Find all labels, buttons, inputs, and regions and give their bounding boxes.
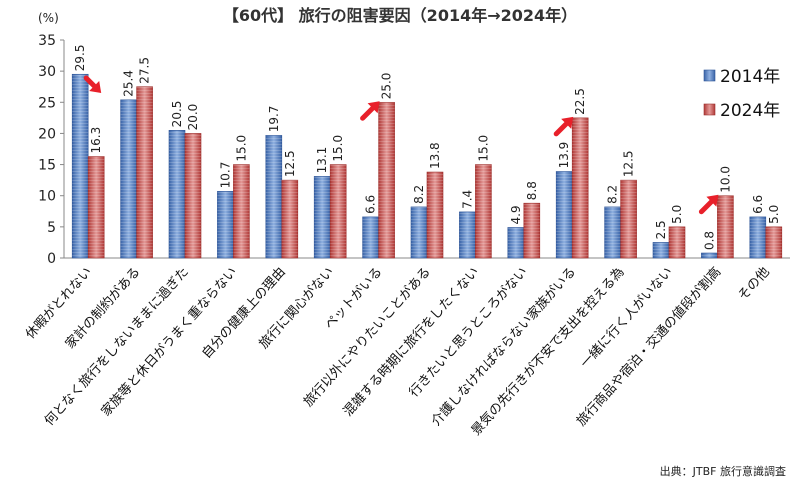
- arrow-shaft: [698, 198, 715, 215]
- data-label: 25.0: [380, 73, 394, 100]
- bar-texture: [475, 164, 492, 258]
- data-label: 5.0: [670, 205, 684, 224]
- bar-texture: [556, 171, 573, 258]
- bar-texture: [669, 226, 685, 258]
- data-label: 4.9: [509, 205, 523, 224]
- bar-texture: [88, 156, 105, 258]
- data-label: 6.6: [751, 195, 765, 214]
- data-label: 10.0: [718, 166, 732, 193]
- bar-texture: [217, 191, 234, 258]
- y-tick-label: 25: [38, 95, 56, 111]
- y-tick-label: 10: [38, 189, 56, 205]
- data-label: 19.7: [267, 106, 281, 133]
- data-label: 20.5: [170, 101, 184, 128]
- arrow-head: [706, 194, 719, 207]
- bar-texture: [281, 180, 298, 258]
- chart-title: 【60代】 旅行の阻害要因（2014年→2024年）: [222, 6, 578, 25]
- arrow-up-icon: [360, 101, 380, 121]
- bar-texture: [411, 206, 427, 258]
- arrow-up-icon: [698, 194, 719, 215]
- category-label: 一緒に行く人がいない: [578, 265, 676, 372]
- data-label: 13.9: [557, 142, 571, 169]
- y-axis-unit: (%): [38, 11, 59, 25]
- bar-texture: [765, 226, 782, 258]
- bar-texture: [362, 216, 379, 258]
- arrow-head: [561, 116, 574, 129]
- y-tick-label: 15: [38, 158, 56, 174]
- data-label: 16.3: [89, 127, 103, 154]
- arrow-shaft: [553, 120, 570, 137]
- bar-texture: [427, 172, 443, 258]
- arrow-head: [367, 101, 380, 114]
- bar-texture: [459, 211, 476, 258]
- data-label: 12.5: [622, 150, 636, 177]
- data-label: 10.7: [218, 162, 232, 189]
- data-label: 20.0: [186, 104, 200, 131]
- source-note: 出典：JTBF 旅行意識調査: [659, 465, 786, 478]
- data-label: 22.5: [573, 88, 587, 115]
- arrow-shaft: [360, 104, 377, 121]
- data-label: 15.0: [476, 135, 490, 162]
- data-label: 5.0: [767, 205, 781, 224]
- bar-texture: [620, 180, 637, 258]
- legend-swatch-2024: [703, 103, 716, 116]
- legend-label: 2014年: [720, 67, 780, 87]
- bar-texture: [572, 117, 589, 258]
- y-tick-label: 20: [38, 126, 56, 142]
- bar-texture: [136, 86, 153, 258]
- bar-texture: [169, 130, 185, 258]
- data-label: 27.5: [138, 57, 152, 84]
- bar-texture: [604, 206, 621, 258]
- bar-texture: [701, 253, 718, 258]
- arrow-up-icon: [553, 116, 574, 137]
- data-label: 8.8: [525, 181, 539, 200]
- data-label: 8.2: [606, 185, 620, 204]
- data-label: 2.5: [654, 220, 668, 239]
- arrow-shaft: [83, 75, 98, 90]
- data-label: 12.5: [283, 150, 297, 177]
- data-label: 13.1: [315, 147, 329, 174]
- arrow-down-icon: [83, 75, 102, 93]
- y-tick-label: 35: [38, 33, 56, 49]
- bar-texture: [185, 133, 201, 258]
- category-label: その他: [736, 265, 773, 304]
- data-label: 6.6: [364, 195, 378, 214]
- data-label: 15.0: [234, 135, 248, 162]
- legend-swatch-2014: [703, 69, 716, 82]
- data-label: 15.0: [331, 135, 345, 162]
- y-tick-label: 30: [38, 64, 56, 80]
- y-tick-label: 5: [47, 220, 56, 236]
- bar-texture: [507, 227, 524, 258]
- data-label: 25.4: [122, 70, 136, 97]
- bar-texture: [330, 164, 347, 258]
- bar-texture: [265, 135, 282, 258]
- arrow-head: [89, 81, 102, 93]
- bar-texture: [378, 102, 395, 259]
- data-label: 29.5: [73, 45, 87, 72]
- category-label: 自分の健康上の理由: [199, 264, 289, 362]
- y-tick-label: 0: [47, 251, 56, 267]
- bar-texture: [120, 99, 137, 259]
- bar-texture: [314, 176, 331, 258]
- bar-texture: [233, 164, 250, 258]
- data-label: 0.8: [702, 231, 716, 250]
- bar-texture: [72, 74, 89, 258]
- bar-texture: [523, 203, 540, 258]
- legend-label: 2024年: [720, 101, 780, 121]
- data-label: 7.4: [460, 190, 474, 209]
- data-label: 13.8: [428, 142, 442, 169]
- bar-texture: [717, 195, 734, 258]
- data-label: 8.2: [412, 185, 426, 204]
- bar-texture: [749, 216, 766, 258]
- bar-texture: [653, 242, 669, 258]
